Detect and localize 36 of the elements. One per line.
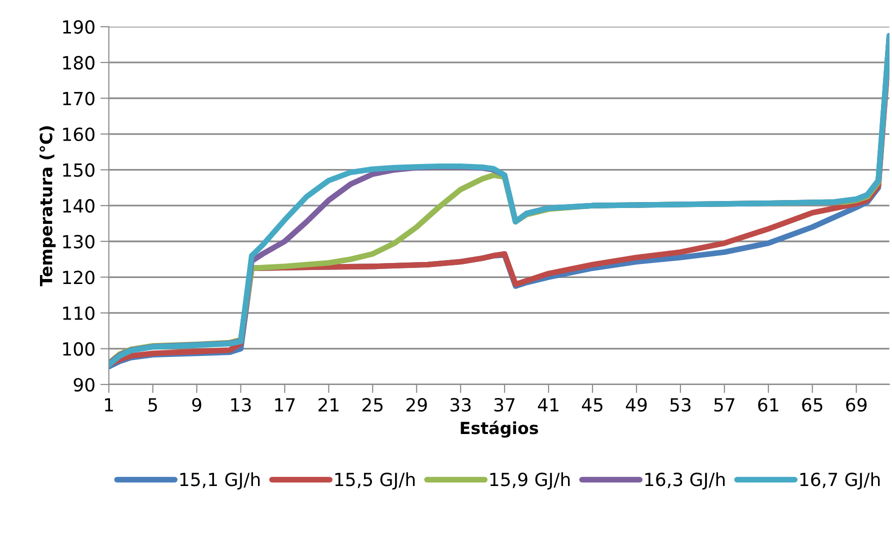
legend-label: 15,5 GJ/h [335,472,415,490]
y-tick-label: 170 [63,92,94,106]
x-tick-label: 57 [714,398,734,412]
y-tick-label: 100 [63,342,94,356]
legend-label: 16,3 GJ/h [645,472,725,490]
x-tick-label: 13 [231,398,251,412]
x-tick-label: 33 [450,398,471,412]
y-axis-title: Temperatura (°C) [40,126,56,286]
legend-label: 16,7 GJ/h [800,472,880,490]
x-tick-label: 61 [758,398,778,412]
x-tick-label: 29 [406,398,427,412]
x-tick-label: 49 [626,398,647,412]
y-tick-label: 110 [63,306,94,320]
y-tick-label: 160 [63,127,94,142]
y-tick-label: 150 [63,163,94,177]
x-tick-label: 65 [802,398,822,412]
y-tick-label: 120 [63,270,94,284]
x-tick-label: 5 [148,398,157,412]
x-axis-title: Estágios [460,420,538,438]
y-tick-label: 140 [63,199,94,213]
y-tick-label: 180 [63,56,94,70]
x-tick-label: 17 [275,398,295,412]
y-tick-label: 190 [63,20,94,34]
x-tick-label: 53 [670,398,690,412]
x-tick-label: 37 [494,398,515,412]
y-tick-label: 130 [63,234,94,248]
x-tick-label: 9 [192,398,202,412]
y-tick-label: 90 [74,378,94,392]
x-tick-label: 41 [538,398,558,412]
legend-label: 15,1 GJ/h [180,472,260,490]
x-tick-label: 69 [846,398,867,412]
x-tick-label: 45 [582,398,602,412]
x-tick-label: 1 [105,398,113,412]
x-tick-label: 25 [362,398,383,412]
legend-label: 15,9 GJ/h [490,472,570,490]
x-tick-label: 21 [318,398,339,412]
